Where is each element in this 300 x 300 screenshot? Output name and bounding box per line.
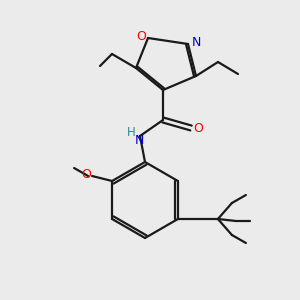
Text: H: H: [127, 127, 135, 140]
Text: O: O: [193, 122, 203, 134]
Text: N: N: [134, 134, 144, 146]
Text: O: O: [81, 167, 91, 181]
Text: O: O: [136, 31, 146, 44]
Text: N: N: [191, 37, 201, 50]
